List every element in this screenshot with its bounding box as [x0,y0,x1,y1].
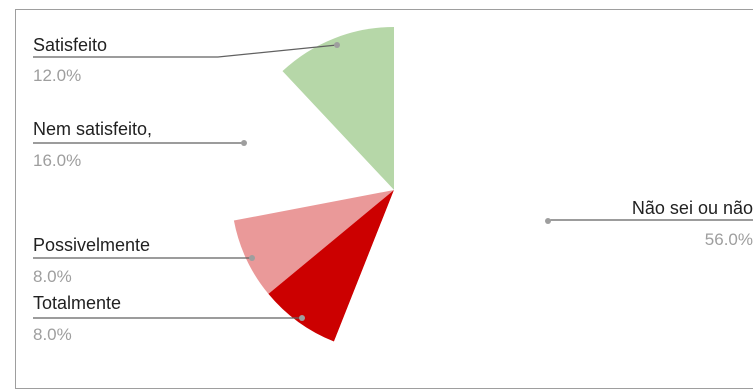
pie-slice-2 [233,190,394,294]
slice-value-1: 16.0% [33,151,81,170]
callout-line-0 [33,44,338,58]
pie-slice-1 [231,71,394,221]
slice-value-2: 8.0% [33,267,72,286]
callout-dot-0 [334,42,340,48]
slice-value-4: 56.0% [705,230,753,249]
pie-slice-0 [282,27,394,190]
callout-dot-4 [545,218,551,224]
callout-dot-3 [299,315,305,321]
slice-label-3: Totalmente [33,293,121,313]
slice-label-1: Nem satisfeito, [33,119,152,139]
pie-chart: Satisfeito 12.0% Nem satisfeito, 16.0% Possi… [33,27,753,353]
callout-dot-1 [241,140,247,146]
slice-label-2: Possivelmente [33,235,150,255]
slice-label-0: Satisfeito [33,35,107,55]
slice-label-4: Não sei ou não [632,198,753,218]
pie-slice-4 [333,27,557,353]
pie-slice-3 [268,190,394,342]
callout-dot-2 [249,255,255,261]
slice-value-0: 12.0% [33,66,81,85]
slice-value-3: 8.0% [33,325,72,344]
